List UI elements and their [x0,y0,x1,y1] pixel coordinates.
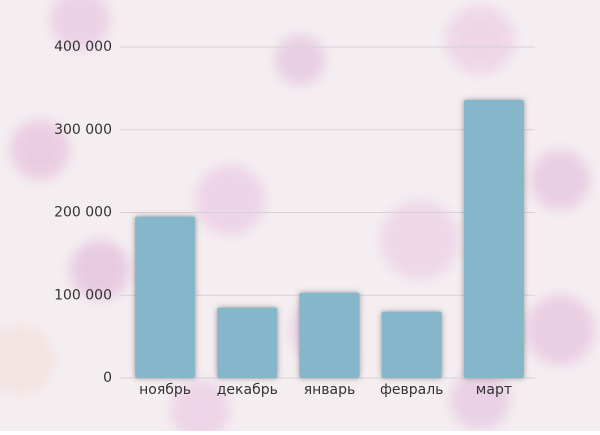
y-tick-label: 200 000 [54,205,112,221]
y-tick-label: 400 000 [54,39,112,55]
x-tick-label: январь [304,382,356,398]
y-tick-label: 100 000 [54,287,112,303]
bar [299,292,360,378]
bar [217,307,278,378]
y-tick-label: 300 000 [54,122,112,138]
y-tick-label: 0 [103,370,112,386]
bar [381,311,442,378]
bar [135,216,196,378]
x-tick-label: февраль [380,382,444,398]
x-tick-label: март [476,382,512,398]
x-tick-label: декабрь [217,382,278,398]
x-tick-label: ноябрь [139,382,191,398]
bar [463,99,524,379]
